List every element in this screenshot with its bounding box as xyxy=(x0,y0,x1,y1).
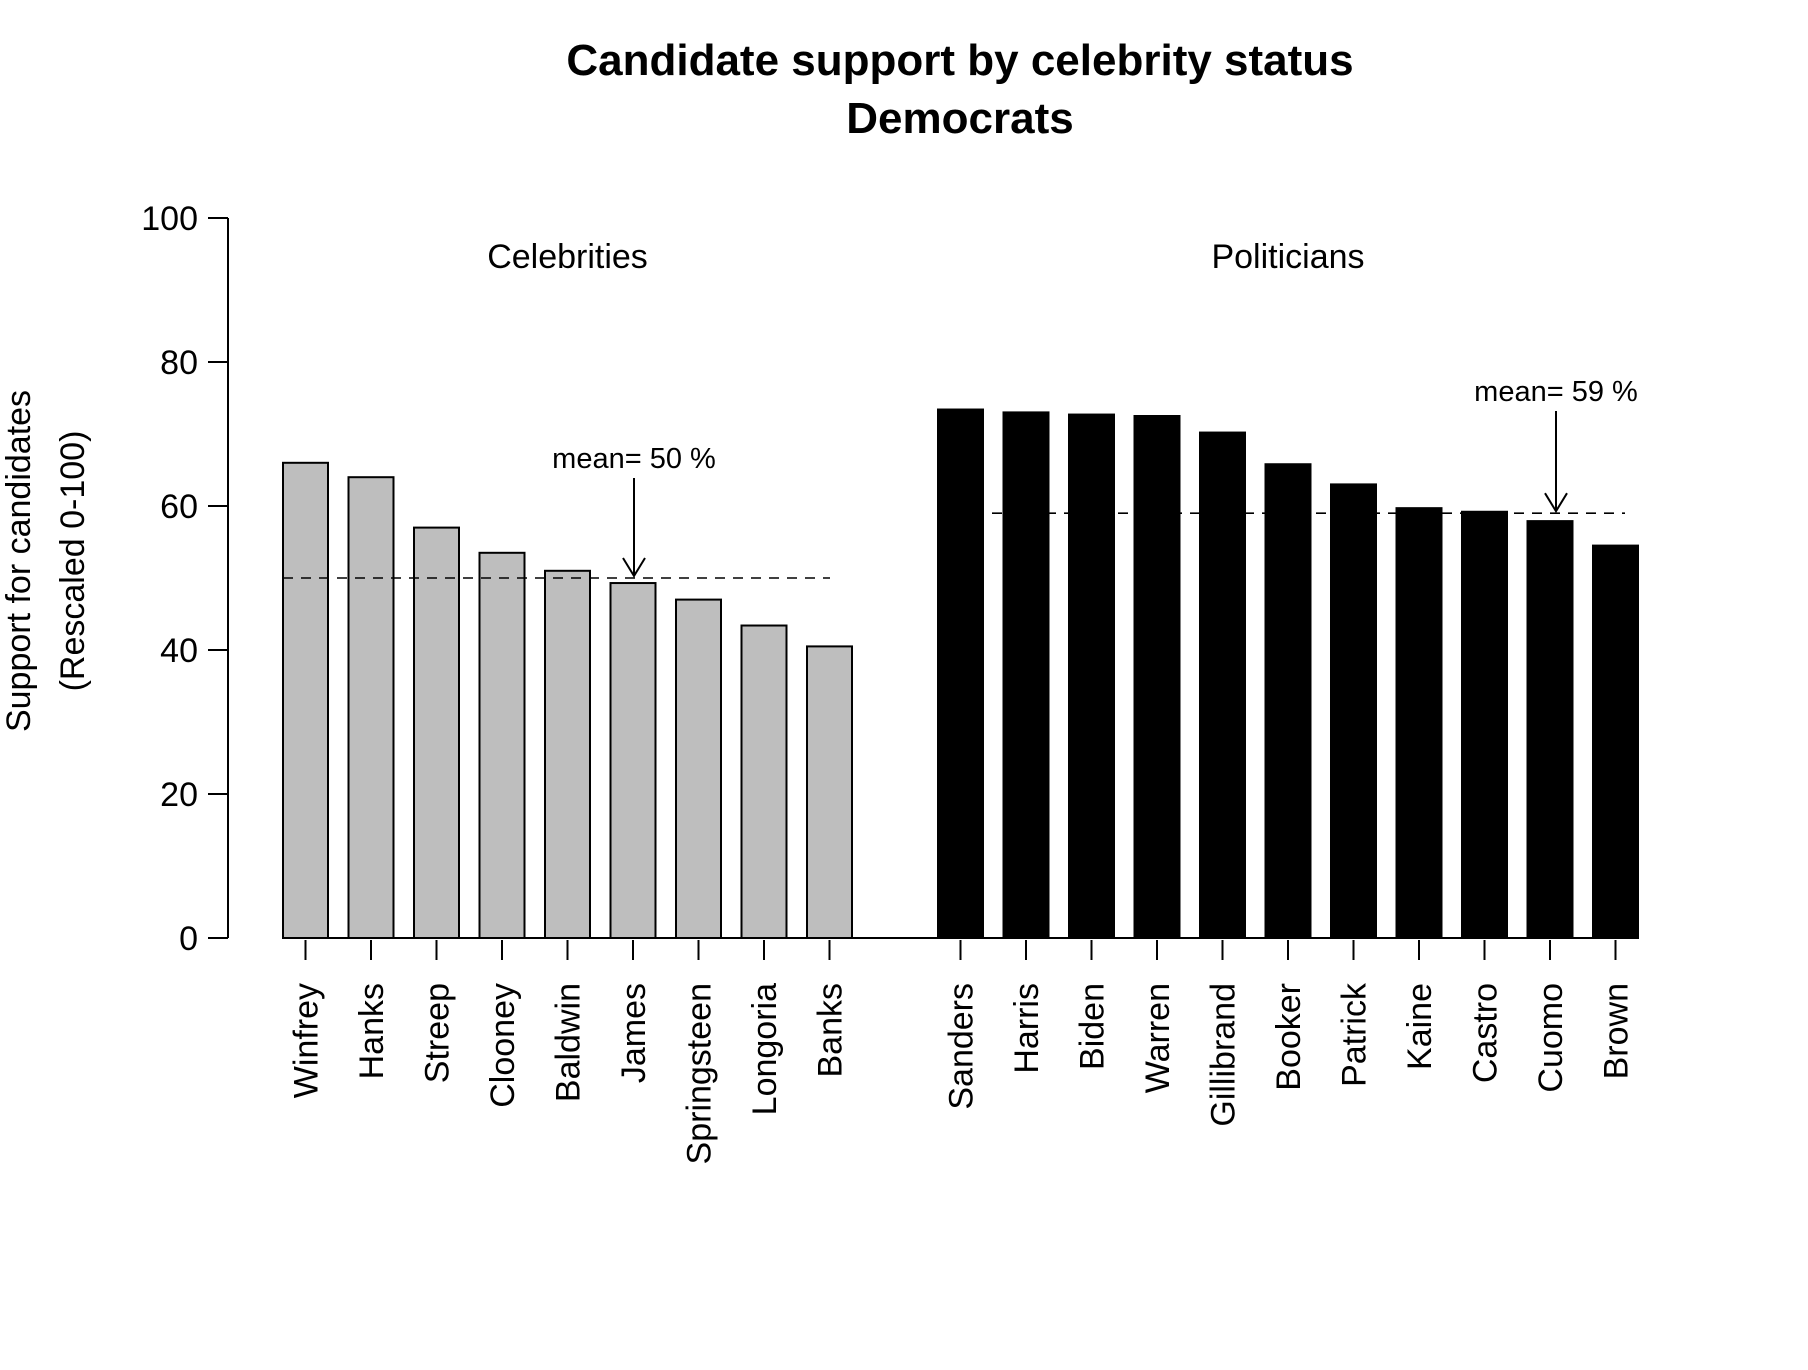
x-tick-label: Baldwin xyxy=(550,983,588,1102)
bar-biden xyxy=(1068,413,1115,939)
x-tick-label: Streep xyxy=(419,983,457,1083)
bar-baldwin xyxy=(544,569,591,939)
bar-streep xyxy=(413,526,460,939)
chart-subtitle: Democrats xyxy=(846,94,1073,143)
mean-label: mean= 59 % xyxy=(1474,376,1638,408)
plot-area: 0 20 40 60 80 100 Winfrey Hanks Streep Clooney Bal… xyxy=(141,200,1639,1164)
x-tick-label: Warren xyxy=(1139,983,1177,1093)
x-tick-label: Winfrey xyxy=(288,983,326,1098)
mean-arrow-head xyxy=(1544,492,1568,514)
y-tick-label: 60 xyxy=(160,488,198,526)
bar-harris xyxy=(1002,411,1050,939)
x-tick-label: Gillibrand xyxy=(1205,983,1243,1127)
mean-arrow-head xyxy=(622,557,646,578)
x-tick-label: Brown xyxy=(1598,983,1636,1079)
x-tick-label: Patrick xyxy=(1336,982,1374,1087)
bar-booker xyxy=(1264,463,1312,939)
x-tick-label: Hanks xyxy=(353,983,391,1079)
bar-sanders xyxy=(937,408,984,939)
bar-longoria xyxy=(740,624,788,940)
bar-kaine xyxy=(1395,507,1443,939)
group-label-celebrities: Celebrities xyxy=(487,238,648,276)
x-tick-label: Castro xyxy=(1467,983,1505,1083)
y-tick-label: 100 xyxy=(141,200,198,238)
bar-castro xyxy=(1461,510,1508,939)
bar-patrick xyxy=(1330,483,1377,939)
y-tick-label: 40 xyxy=(160,632,198,670)
y-tick-label: 20 xyxy=(160,776,198,814)
x-tick-label: Clooney xyxy=(484,983,522,1108)
bar-banks xyxy=(806,645,853,940)
chart-title: Candidate support by celebrity status xyxy=(566,36,1353,85)
bar-winfrey xyxy=(282,461,329,939)
x-tick-label: Biden xyxy=(1074,983,1112,1070)
x-tick-label: Banks xyxy=(812,983,850,1078)
group-label-politicians: Politicians xyxy=(1211,238,1364,276)
bar-hanks xyxy=(347,476,395,939)
y-axis-label-line2: (Rescaled 0-100) xyxy=(54,431,92,692)
y-tick-label: 0 xyxy=(179,920,198,958)
bar-warren xyxy=(1133,415,1181,939)
x-tick-label: Sanders xyxy=(943,983,981,1110)
y-tick-label: 80 xyxy=(160,344,198,382)
bar-brown xyxy=(1592,544,1639,939)
x-tick-label: Kaine xyxy=(1401,983,1439,1070)
bar-cuomo xyxy=(1526,520,1574,939)
bar-james xyxy=(609,582,657,939)
x-tick-label: Booker xyxy=(1270,983,1308,1091)
bar-springsteen xyxy=(675,598,722,939)
x-tick-label: Cuomo xyxy=(1532,983,1570,1093)
x-tick-label: Longoria xyxy=(746,983,784,1115)
mean-label: mean= 50 % xyxy=(552,443,716,475)
x-tick-label: Harris xyxy=(1008,983,1046,1074)
bar-gillibrand xyxy=(1199,431,1246,939)
x-tick-label: James xyxy=(615,983,653,1083)
x-tick-label: Springsteen xyxy=(681,983,719,1164)
bar-clooney xyxy=(478,551,526,939)
y-axis-label-line1: Support for candidates xyxy=(0,390,38,732)
